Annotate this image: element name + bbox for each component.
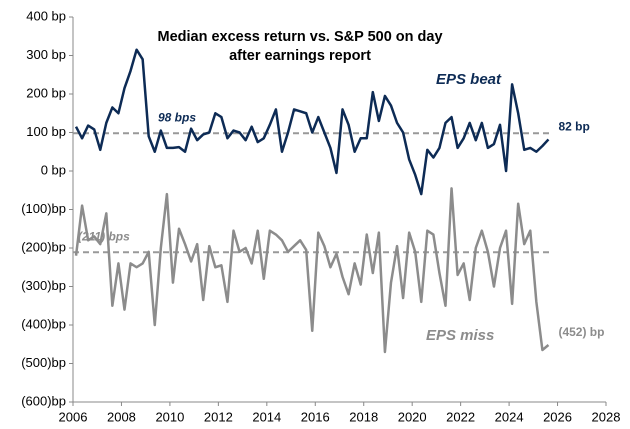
reference-label: 98 bps (158, 110, 196, 124)
annotation: 82 bp (558, 120, 589, 134)
y-tick-label: 100 bp (26, 124, 66, 139)
y-tick-label: 0 bp (41, 162, 66, 177)
y-tick-label: (300)bp (21, 278, 66, 293)
x-tick-label: 2020 (398, 409, 427, 424)
x-tick-label: 2014 (252, 409, 281, 424)
x-tick-label: 2024 (495, 409, 524, 424)
x-tick-label: 2028 (592, 409, 621, 424)
series-label: EPS miss (426, 327, 494, 344)
x-tick-label: 2018 (349, 409, 378, 424)
series-line (74, 187, 550, 354)
series-line (74, 48, 550, 196)
x-tick-label: 2026 (543, 409, 572, 424)
y-tick-label: (600)bp (21, 393, 66, 408)
x-tick-label: 2008 (107, 409, 136, 424)
y-tick-label: 300 bp (26, 47, 66, 62)
y-tick-label: (400)bp (21, 316, 66, 331)
annotation: (452) bp (558, 325, 604, 339)
y-tick-label: (100)bp (21, 201, 66, 216)
x-tick-label: 2022 (446, 409, 475, 424)
y-tick-label: (500)bp (21, 355, 66, 370)
series-label: EPS beat (436, 71, 502, 88)
x-tick-label: 2006 (59, 409, 88, 424)
y-tick-label: 200 bp (26, 85, 66, 100)
y-tick-label: 400 bp (26, 8, 66, 23)
x-tick-label: 2012 (204, 409, 233, 424)
x-tick-label: 2010 (155, 409, 184, 424)
y-tick-label: (200)bp (21, 239, 66, 254)
x-tick-label: 2016 (301, 409, 330, 424)
chart-title: Median excess return vs. S&P 500 on day … (157, 29, 443, 64)
